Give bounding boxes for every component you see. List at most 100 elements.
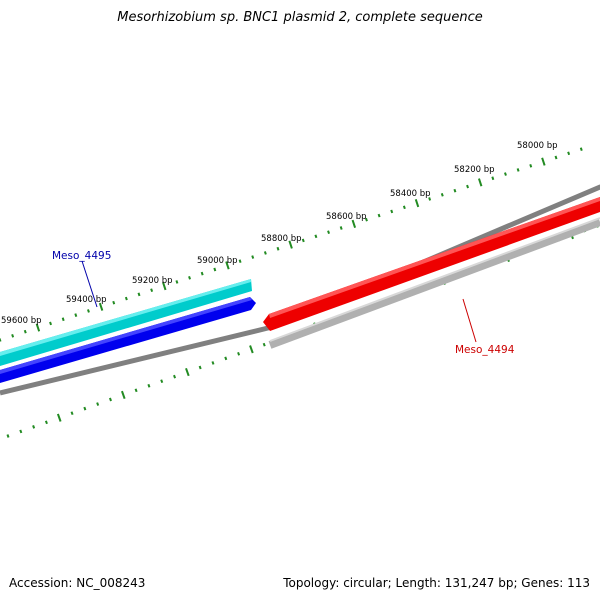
inner-tick-mark <box>185 367 190 377</box>
inner-tick-mark <box>6 434 10 438</box>
leader-meso-4495 <box>81 260 98 308</box>
accession-info: Accession: NC_008243 <box>9 576 145 590</box>
outer-tick-mark <box>200 271 204 276</box>
tick-label-58800: 58800 bp <box>261 234 302 244</box>
forward-cds-meso-4495[interactable] <box>0 279 252 366</box>
outer-tick-mark <box>327 230 331 234</box>
forward-cds-highlight <box>0 279 251 356</box>
gene-label-meso-4495[interactable]: Meso_4495 <box>52 250 111 262</box>
accession-value: NC_008243 <box>76 576 146 590</box>
outer-tick-mark <box>377 213 381 218</box>
outer-tick-mark <box>112 300 116 305</box>
tick-label-59600: 59600 bp <box>1 316 42 326</box>
inner-tick-mark <box>262 342 266 347</box>
outer-tick-mark <box>61 317 65 322</box>
outer-tick-mark <box>365 217 368 222</box>
tick-label-58000: 58000 bp <box>517 141 558 151</box>
outer-tick-mark <box>579 147 583 152</box>
tick-label-58200: 58200 bp <box>454 165 495 175</box>
inner-tick-mark <box>96 402 100 406</box>
outer-tick-mark <box>414 199 420 208</box>
backbone-lower <box>0 325 269 396</box>
inner-tick-mark <box>249 345 254 354</box>
outer-tick-mark <box>301 238 305 243</box>
tick-label-58600: 58600 bp <box>326 212 367 222</box>
inner-tick-mark <box>83 406 87 411</box>
outer-tick-mark <box>175 280 179 284</box>
tick-label-59000: 59000 bp <box>197 256 238 266</box>
genes-value: 113 <box>567 576 590 590</box>
topology-label: Topology: <box>283 576 340 590</box>
inner-tick-mark <box>173 374 177 379</box>
gene-meso-4495[interactable] <box>0 297 256 383</box>
outer-tick-mark <box>276 246 280 251</box>
inner-tick-mark <box>121 390 126 400</box>
outer-tick-mark <box>35 323 41 332</box>
outer-tick-mark <box>238 259 242 264</box>
outer-tick-mark <box>49 321 52 326</box>
outer-tick-mark <box>390 209 394 214</box>
inner-tick-mark <box>70 411 74 416</box>
inner-tick-mark <box>237 351 241 356</box>
outer-tick-mark <box>225 261 230 270</box>
outer-tick-mark <box>351 219 357 228</box>
outer-tick-mark <box>466 184 470 189</box>
accession-label: Accession: <box>9 576 73 590</box>
reverse-cds-track-edge <box>269 217 600 342</box>
inner-tick-mark <box>198 365 202 370</box>
length-label: Length: <box>395 576 441 590</box>
outer-tick-mark <box>124 296 128 301</box>
inner-tick-mark <box>32 425 36 429</box>
inner-tick-mark <box>56 413 62 422</box>
outer-tick-mark <box>87 309 90 313</box>
outer-tick-mark <box>504 172 507 176</box>
outer-tick-mark <box>339 226 343 230</box>
inner-tick-mark <box>211 361 215 365</box>
inner-tick-mark <box>224 356 228 361</box>
inner-tick-mark <box>160 379 164 384</box>
outer-tick-mark <box>150 288 154 293</box>
outer-tick-mark <box>516 168 520 172</box>
gene-meso-4495-highlight <box>0 297 252 374</box>
outer-tick-mark <box>288 240 293 249</box>
outer-tick-mark <box>314 234 318 239</box>
sequence-summary: Topology: circular; Length: 131,247 bp; … <box>283 576 590 590</box>
outer-tick-mark <box>213 267 217 272</box>
length-value: 131,247 bp <box>444 576 514 590</box>
gene-meso-4494-highlight <box>269 197 600 318</box>
outer-tick-mark <box>453 188 457 193</box>
inner-tick-mark <box>134 388 138 393</box>
outer-tick-mark <box>440 192 444 197</box>
outer-tick-mark <box>402 205 406 210</box>
outer-tick-ring <box>0 147 583 342</box>
outer-tick-mark <box>567 151 571 156</box>
outer-tick-mark <box>251 255 255 259</box>
outer-tick-mark <box>23 329 27 334</box>
tick-label-59400: 59400 bp <box>66 295 107 305</box>
outer-tick-mark <box>477 178 483 187</box>
map-title: Mesorhizobium sp. BNC1 plasmid 2, comple… <box>117 10 483 25</box>
outer-tick-mark <box>98 302 104 311</box>
inner-tick-mark <box>19 429 23 434</box>
inner-tick-mark <box>44 420 48 425</box>
tick-label-58400: 58400 bp <box>390 189 431 199</box>
topology-value: circular <box>343 576 388 590</box>
outer-tick-mark <box>491 176 495 181</box>
outer-tick-mark <box>529 163 533 168</box>
outer-tick-mark <box>428 197 432 201</box>
outer-tick-mark <box>137 292 141 297</box>
inner-tick-mark <box>147 383 151 388</box>
outer-tick-mark <box>554 155 558 160</box>
inner-tick-mark <box>109 397 112 402</box>
outer-tick-mark <box>11 334 15 338</box>
tick-label-59200: 59200 bp <box>132 276 173 286</box>
outer-tick-mark <box>188 275 191 280</box>
outer-tick-mark <box>541 157 546 166</box>
gene-label-meso-4494[interactable]: Meso_4494 <box>455 344 515 356</box>
genes-label: Genes: <box>521 576 564 590</box>
reverse-cds-track <box>268 218 600 349</box>
outer-tick-mark <box>162 281 167 291</box>
outer-tick-mark <box>74 313 78 317</box>
outer-tick-mark <box>263 251 267 255</box>
